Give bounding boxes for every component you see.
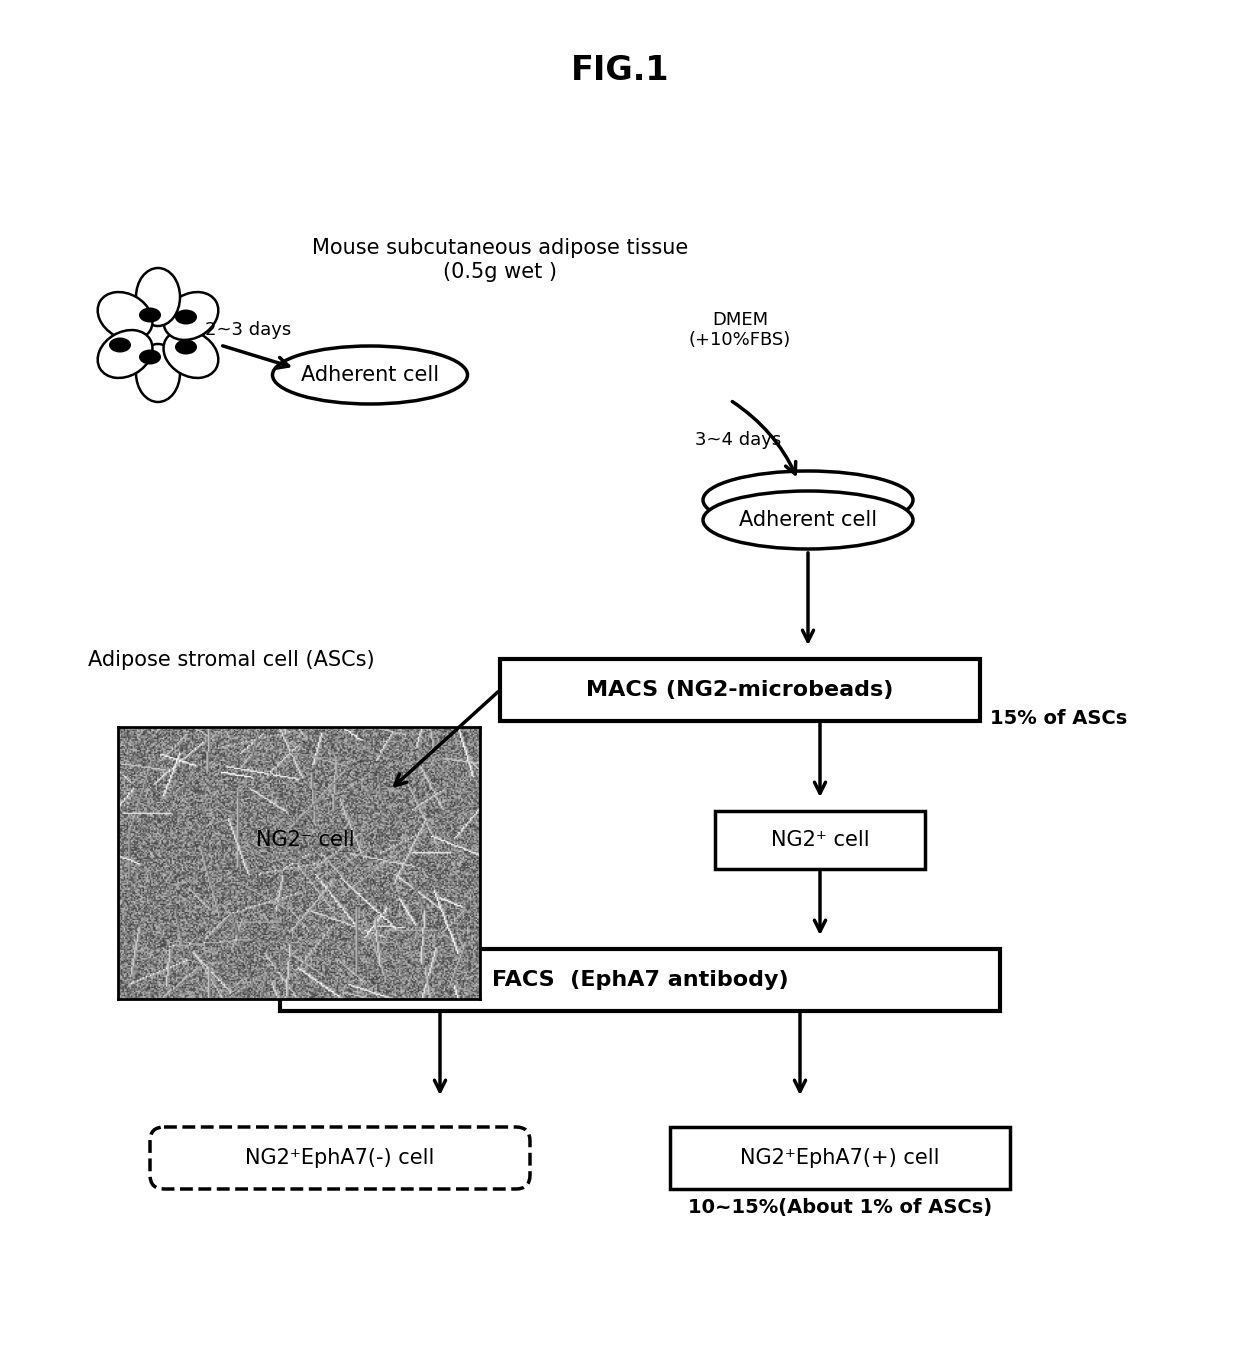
Ellipse shape [175,309,197,325]
Text: 10~15%(About 1% of ASCs): 10~15%(About 1% of ASCs) [688,1198,992,1218]
Text: NG2⁺ cell: NG2⁺ cell [771,830,869,850]
Text: FACS  (EphA7 antibody): FACS (EphA7 antibody) [492,970,789,990]
Ellipse shape [164,291,218,340]
Ellipse shape [175,340,197,355]
Text: DMEM
(+10%FBS): DMEM (+10%FBS) [689,310,791,349]
Ellipse shape [139,308,161,322]
Ellipse shape [703,491,913,549]
FancyBboxPatch shape [280,948,999,1010]
Text: NG2⁺EphA7(-) cell: NG2⁺EphA7(-) cell [246,1148,435,1168]
Text: Adipose stromal cell (ASCs): Adipose stromal cell (ASCs) [88,650,374,670]
Ellipse shape [164,331,218,378]
Ellipse shape [98,291,153,340]
Text: Mouse subcutaneous adipose tissue: Mouse subcutaneous adipose tissue [312,237,688,258]
Text: FIG.1: FIG.1 [570,54,670,86]
Text: 3~4 days: 3~4 days [694,430,781,449]
Text: 2~3 days: 2~3 days [205,321,291,339]
Ellipse shape [136,268,180,326]
Text: NG2⁻ cell: NG2⁻ cell [255,830,355,850]
Text: 15% of ASCs: 15% of ASCs [990,708,1127,727]
Ellipse shape [703,471,913,529]
Text: Adherent cell: Adherent cell [301,366,439,384]
Text: MACS (NG2-microbeads): MACS (NG2-microbeads) [587,680,894,700]
Text: (0.5g wet ): (0.5g wet ) [443,262,557,282]
Text: Adherent cell: Adherent cell [739,510,877,530]
Text: NG2⁺EphA7(+) cell: NG2⁺EphA7(+) cell [740,1148,940,1168]
Ellipse shape [136,344,180,402]
FancyBboxPatch shape [150,1126,529,1188]
FancyBboxPatch shape [670,1126,1011,1188]
Ellipse shape [273,345,467,403]
FancyBboxPatch shape [715,811,925,869]
FancyBboxPatch shape [500,660,980,720]
Ellipse shape [109,337,131,352]
Ellipse shape [139,349,161,364]
Ellipse shape [98,331,153,378]
FancyBboxPatch shape [177,809,433,871]
